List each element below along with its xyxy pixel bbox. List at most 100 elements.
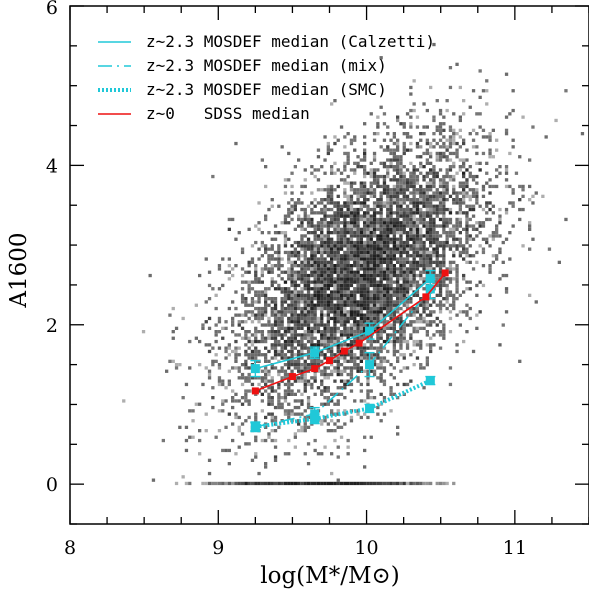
density-cell: [339, 330, 344, 334]
density-cell: [273, 300, 278, 304]
density-cell: [389, 214, 393, 218]
density-cell: [396, 227, 400, 231]
density-cell: [363, 290, 367, 294]
density-cell: [415, 481, 420, 486]
density-cell: [438, 267, 443, 271]
density-cell: [290, 244, 294, 248]
density-cell: [359, 247, 363, 251]
density-cell: [363, 283, 367, 288]
density-cell: [300, 399, 304, 403]
density-cell: [283, 396, 288, 400]
density-cell: [455, 297, 459, 301]
density-cell: [343, 366, 347, 370]
density-cell: [405, 194, 410, 198]
density-cell: [287, 359, 291, 363]
density-cell: [554, 118, 558, 123]
density-cell: [343, 412, 347, 416]
density-cell: [396, 211, 400, 215]
density-cell: [313, 481, 317, 486]
density-cell: [333, 231, 337, 235]
density-cell: [237, 399, 241, 403]
density-cell: [541, 194, 545, 198]
density-cell: [511, 108, 515, 113]
density-cell: [356, 231, 360, 235]
density-cell: [267, 297, 271, 301]
density-cell: [442, 145, 446, 149]
density-cell: [320, 224, 324, 228]
density-cell: [277, 399, 281, 403]
density-cell: [267, 432, 271, 436]
density-cell: [448, 247, 453, 251]
density-cell: [359, 349, 363, 354]
density-cell: [310, 330, 314, 334]
density-cell: [399, 270, 403, 274]
density-cell: [396, 306, 400, 311]
density-cell: [313, 231, 317, 235]
density-cell: [386, 273, 390, 278]
density-cell: [389, 386, 393, 390]
density-cell: [326, 191, 330, 195]
density-cell: [254, 452, 258, 456]
density-cell: [320, 389, 324, 393]
density-cell: [297, 405, 301, 410]
density-cell: [369, 303, 373, 307]
density-cell: [343, 369, 347, 373]
density-cell: [293, 227, 297, 231]
density-cell: [227, 217, 231, 222]
density-cell: [376, 336, 380, 340]
density-cell: [399, 297, 403, 301]
density-cell: [415, 310, 420, 314]
density-cell: [386, 320, 390, 324]
density-cell: [330, 369, 334, 373]
density-cell: [508, 112, 512, 116]
density-cell: [323, 158, 327, 162]
density-cell: [320, 297, 324, 301]
x-tick-label: 10: [354, 537, 378, 559]
density-cell: [363, 201, 367, 205]
density-cell: [386, 250, 390, 255]
density-cell: [412, 227, 416, 231]
density-cell: [468, 105, 472, 109]
density-cell: [409, 148, 413, 152]
density-cell: [336, 386, 340, 390]
density-cell: [415, 316, 420, 321]
density-cell: [376, 247, 380, 251]
density-cell: [396, 270, 400, 274]
density-cell: [399, 221, 403, 225]
density-cell: [422, 188, 426, 192]
density-cell: [392, 287, 396, 291]
density-cell: [326, 234, 330, 238]
density-cell: [359, 158, 363, 162]
density-cell: [227, 353, 231, 357]
density-cell: [369, 306, 373, 311]
density-cell: [366, 353, 370, 357]
density-cell: [310, 359, 314, 363]
density-cell: [359, 290, 363, 294]
density-cell: [280, 343, 284, 347]
density-cell: [462, 227, 466, 231]
density-cell: [339, 320, 344, 324]
y-tick-label: 0: [46, 474, 58, 496]
density-cell: [438, 168, 443, 172]
density-cell: [369, 396, 373, 400]
density-cell: [237, 320, 241, 324]
density-cell: [303, 481, 307, 486]
density-cell: [293, 264, 297, 268]
density-cell: [287, 250, 291, 255]
density-cell: [521, 207, 525, 212]
density-cell: [372, 339, 377, 344]
density-cell: [438, 155, 443, 159]
density-cell: [217, 346, 222, 350]
density-cell: [438, 217, 443, 222]
density-cell: [283, 287, 288, 291]
density-cell: [372, 178, 377, 182]
density-cell: [349, 343, 354, 347]
density-cell: [316, 346, 321, 350]
density-cell: [445, 184, 449, 189]
density-cell: [254, 240, 258, 245]
density-cell: [290, 333, 294, 337]
density-cell: [366, 356, 370, 360]
density-cell: [438, 108, 443, 113]
density-cell: [313, 287, 317, 291]
density-cell: [382, 260, 387, 264]
